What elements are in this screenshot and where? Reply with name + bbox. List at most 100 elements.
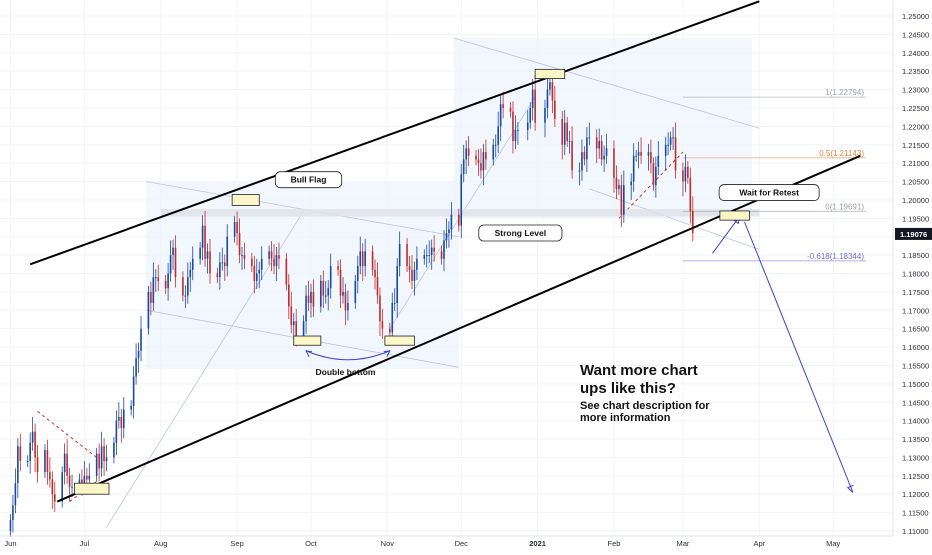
candle-body — [19, 446, 22, 462]
time-tick-label: Oct — [305, 539, 318, 548]
candle-body — [137, 350, 140, 359]
time-tick-label: Apr — [753, 539, 765, 548]
time-tick-label: Dec — [455, 539, 469, 548]
candle-body — [329, 266, 332, 289]
candle-body — [613, 148, 615, 178]
highlight-boxes — [74, 68, 750, 495]
candle-body — [255, 273, 258, 281]
candle-body — [554, 100, 556, 119]
candle-body — [344, 291, 347, 311]
candle-body — [307, 295, 310, 303]
candle-body — [396, 266, 398, 303]
candle-body — [406, 244, 408, 267]
last-price-label: 1.19076 — [900, 230, 927, 239]
price-tick-label: 1.21000 — [902, 159, 929, 168]
candle-body — [342, 291, 344, 296]
candle-body — [199, 247, 201, 259]
candle-body — [529, 107, 532, 123]
candle-body — [118, 416, 120, 421]
candle-body — [154, 277, 157, 279]
candle-body — [630, 181, 633, 186]
candle-body — [36, 457, 39, 473]
candle-body — [509, 107, 512, 112]
annotation-label: Strong Level — [495, 228, 546, 238]
candle-body — [29, 442, 31, 462]
price-axis[interactable]: 1.11000 1.11500 1.12000 1.12500 1.13000 1.135… — [892, 0, 932, 536]
candle-body — [223, 262, 226, 267]
candle-body — [477, 159, 480, 164]
candle-body — [494, 144, 497, 146]
fib-level-label: 0.5(1.21143) — [819, 149, 864, 158]
price-tick-label: 1.17500 — [902, 288, 929, 297]
candle-body — [150, 291, 152, 303]
candle-body — [376, 277, 379, 296]
candle-body — [581, 152, 583, 171]
candle-body — [448, 229, 450, 234]
candle-body — [534, 89, 536, 123]
price-tick-label: 1.17000 — [902, 306, 929, 315]
candle-body — [381, 321, 384, 329]
fib-level-label: 0(1.19691) — [825, 202, 864, 211]
candle-body — [191, 258, 194, 270]
candle-body — [605, 148, 608, 156]
promo-subtext-line2: more information — [580, 412, 671, 424]
price-tick-label: 1.25000 — [902, 12, 929, 21]
fib-level-label: 1(1.22794) — [825, 88, 864, 97]
candle-body — [687, 166, 689, 178]
candle-body — [443, 240, 445, 259]
price-tick-label: 1.21500 — [902, 141, 929, 150]
candle-body — [512, 111, 514, 142]
fibonacci-levels: 1(1.22794) 0.5(1.21143) 0(1.19691) -0.618(1… — [682, 88, 866, 262]
candle-body — [669, 137, 672, 145]
candle-body — [182, 277, 184, 296]
candle-body — [209, 251, 211, 274]
candle-body — [374, 269, 376, 278]
candle-body — [652, 163, 655, 186]
candle-body — [600, 141, 603, 160]
candle-body — [322, 280, 325, 296]
candle-body — [391, 302, 394, 333]
candle-body — [684, 166, 687, 182]
candle-body — [275, 255, 278, 267]
candle-body — [416, 258, 418, 270]
price-tick-label: 1.12500 — [902, 472, 929, 481]
candle-body — [475, 155, 477, 160]
annotations: Bull Flag Strong Level Double bottom Wait f… — [274, 171, 820, 377]
candle-body — [571, 141, 573, 171]
candle-body — [480, 163, 482, 171]
candle-body — [482, 152, 485, 171]
price-tick-label: 1.14500 — [902, 398, 929, 407]
highlight-box — [293, 335, 322, 346]
candle-body — [147, 291, 150, 329]
candle-body — [236, 222, 238, 234]
candle-body — [105, 457, 108, 462]
candle-body — [312, 291, 315, 307]
candle-body — [169, 255, 172, 274]
candle-body — [219, 262, 221, 278]
candle-body — [356, 266, 359, 281]
price-tick-label: 1.15500 — [902, 361, 929, 370]
candle-body — [260, 258, 263, 270]
candle-body — [302, 321, 305, 337]
promo-subtext: See chart description for more informati… — [580, 400, 740, 424]
time-axis[interactable]: Jun Jul Aug Sep Oct Nov Dec 2021 Feb Mar Apr May — [0, 535, 893, 548]
promo-headline-line2: ups like this? — [580, 380, 676, 397]
candle-body — [88, 475, 91, 480]
double-bottom-arc — [305, 350, 391, 361]
candle-body — [243, 255, 246, 259]
candle-body — [595, 137, 598, 149]
price-tick-label: 1.11500 — [902, 509, 929, 518]
candle-body — [172, 247, 174, 256]
candle-body — [361, 251, 364, 267]
candle-body — [398, 244, 401, 267]
candle-body — [647, 152, 650, 156]
price-tick-label: 1.18500 — [902, 251, 929, 260]
candle-body — [514, 130, 517, 142]
highlight-box — [74, 482, 110, 495]
time-tick-label: Jul — [80, 539, 90, 548]
pattern-zone — [453, 38, 752, 219]
candle-body — [290, 306, 293, 325]
candle-body — [327, 288, 330, 296]
pattern-zones — [37, 37, 760, 528]
